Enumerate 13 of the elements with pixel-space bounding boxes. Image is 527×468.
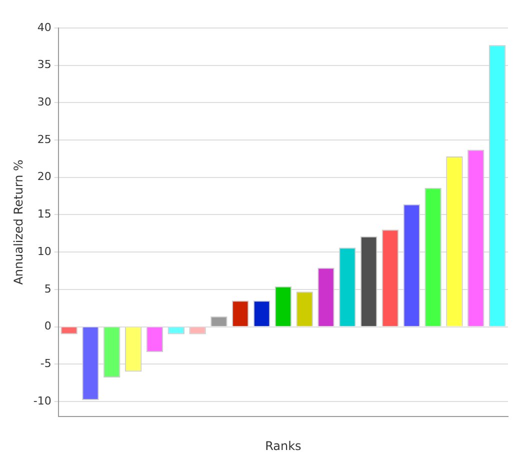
y-tick-label: 15 (37, 208, 52, 221)
y-tick-label: 30 (37, 96, 52, 109)
y-tick-label: -10 (33, 394, 52, 408)
x-axis-title: Ranks (265, 438, 302, 453)
y-tick-label: 40 (37, 20, 52, 34)
y-tick-label: -5 (40, 356, 52, 370)
y-tick-label: 25 (37, 132, 52, 146)
y-tick-label: 5 (44, 282, 52, 296)
y-tick-label: 10 (37, 244, 52, 258)
y-axis-title: Annualized Return % (11, 160, 26, 285)
y-tick-label: 0 (44, 320, 52, 333)
y-tick-label: 20 (37, 170, 52, 184)
y-tick-label: 35 (37, 58, 52, 72)
